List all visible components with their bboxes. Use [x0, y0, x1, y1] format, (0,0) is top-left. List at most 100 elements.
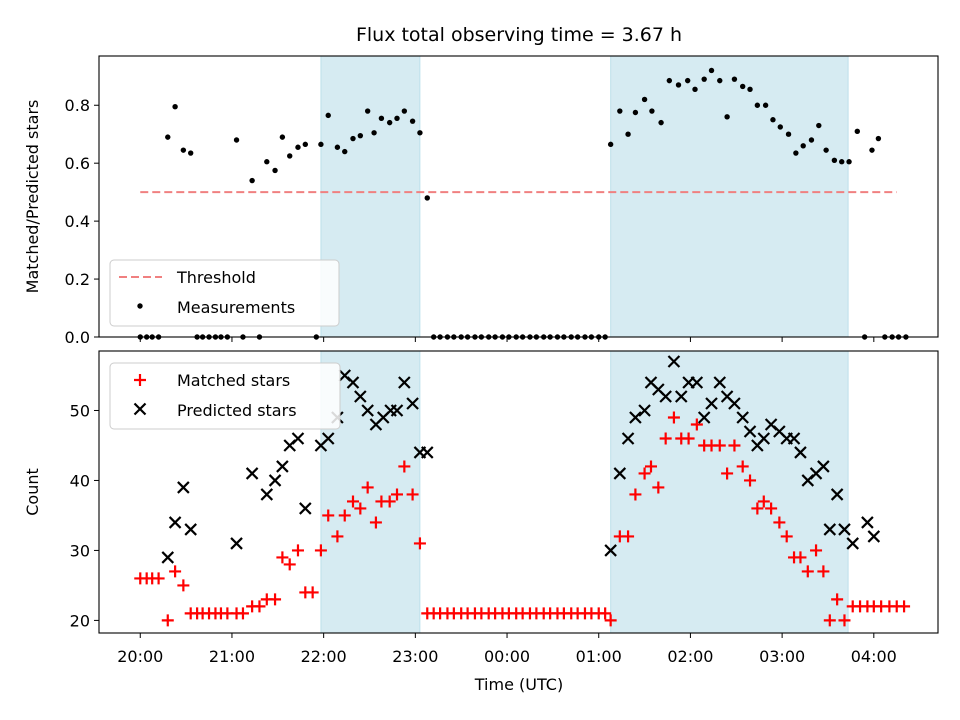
point-measurements-93 [823, 147, 829, 153]
point-matched-stars-35 [391, 488, 404, 501]
x-tick-label: 20:00 [117, 647, 163, 666]
point-matched-stars-86 [757, 495, 770, 508]
point-matched-stars-19 [269, 593, 282, 606]
point-predicted-stars-59 [846, 537, 860, 550]
y-axis-label: Matched/Predicted stars [23, 100, 42, 294]
x-tick-label: 03:00 [759, 647, 805, 666]
point-predicted-stars-41 [713, 376, 727, 389]
point-matched-stars-70 [638, 467, 651, 480]
point-measurements-87 [777, 124, 783, 130]
point-measurements-74 [675, 82, 682, 88]
point-measurements-91 [808, 137, 815, 143]
point-measurements-90 [800, 143, 806, 149]
point-matched-stars-5 [169, 565, 182, 578]
point-matched-stars-82 [728, 439, 741, 452]
point-measurements-76 [692, 86, 698, 93]
point-matched-stars-94 [817, 565, 830, 578]
point-predicted-stars-31 [638, 404, 651, 417]
point-matched-stars-92 [801, 565, 814, 578]
point-matched-stars-83 [736, 460, 749, 473]
point-predicted-stars-5 [245, 467, 259, 480]
point-measurements-69 [632, 109, 639, 116]
point-matched-stars-97 [838, 614, 851, 627]
point-measurements-25 [318, 141, 324, 148]
point-predicted-stars-4 [230, 537, 243, 550]
point-predicted-stars-39 [697, 411, 711, 424]
point-predicted-stars-1 [168, 516, 182, 529]
chart-title: Flux total observing time = 3.67 h [356, 24, 682, 46]
x-tick-label: 04:00 [851, 647, 897, 666]
point-measurements-29 [350, 135, 356, 142]
point-measurements-26 [325, 112, 331, 119]
point-measurements-6 [180, 147, 187, 153]
y-axis-label: Count [23, 468, 42, 516]
point-matched-stars-95 [823, 614, 836, 627]
point-predicted-stars-43 [728, 397, 741, 410]
point-matched-stars-37 [406, 488, 419, 501]
point-measurements-7 [187, 150, 194, 156]
point-matched-stars-73 [659, 432, 672, 445]
x-tick-label: 02:00 [667, 647, 713, 666]
point-predicted-stars-47 [757, 432, 771, 445]
point-predicted-stars-44 [736, 411, 749, 424]
point-measurements-23 [302, 141, 309, 148]
point-matched-stars-30 [354, 502, 367, 515]
point-predicted-stars-3 [184, 523, 197, 536]
point-predicted-stars-13 [321, 432, 335, 445]
legend-predicted-label: Predicted stars [177, 401, 297, 420]
panel-frame [98, 55, 939, 338]
point-measurements-92 [816, 122, 822, 129]
point-matched-stars-25 [314, 544, 327, 557]
point-measurements-37 [409, 118, 416, 124]
point-matched-stars-87 [765, 502, 778, 515]
point-matched-stars-17 [253, 600, 266, 613]
point-measurements-68 [625, 131, 631, 137]
point-measurements-99 [869, 147, 875, 153]
legend-measurements-swatch [137, 303, 143, 309]
point-matched-stars-66 [604, 614, 617, 627]
point-measurements-67 [617, 108, 623, 114]
point-measurements-97 [854, 128, 861, 135]
point-measurements-88 [785, 131, 792, 137]
point-matched-stars-68 [622, 530, 635, 543]
point-matched-stars-88 [773, 516, 786, 529]
point-measurements-14 [233, 137, 240, 143]
point-predicted-stars-28 [613, 467, 627, 480]
point-predicted-stars-56 [823, 523, 837, 536]
point-matched-stars-34 [383, 495, 396, 508]
point-predicted-stars-29 [621, 432, 635, 445]
point-matched-stars-77 [690, 418, 703, 431]
point-measurements-33 [378, 115, 385, 121]
point-matched-stars-20 [276, 551, 289, 564]
point-predicted-stars-40 [705, 397, 718, 410]
point-matched-stars-29 [346, 495, 359, 508]
x-tick-label: 21:00 [209, 647, 255, 666]
ratio-panel: 0.0 0.2 0.4 0.6 0.8 Matched/Predicted stars Th… [23, 55, 939, 347]
point-predicted-stars-27 [604, 544, 617, 557]
y-tick-label: 0.2 [65, 270, 90, 289]
point-matched-stars-76 [682, 432, 695, 445]
point-matched-stars-72 [652, 481, 665, 494]
x-tick-label: 23:00 [392, 647, 438, 666]
point-matched-stars-91 [794, 551, 807, 564]
point-matched-stars-96 [831, 593, 844, 606]
y-tick-label: 30 [70, 541, 90, 560]
point-predicted-stars-52 [794, 446, 807, 459]
point-predicted-stars-8 [276, 460, 289, 473]
point-measurements-28 [342, 148, 348, 155]
point-predicted-stars-34 [659, 390, 672, 403]
point-matched-stars-84 [744, 474, 757, 487]
point-matched-stars-65 [599, 607, 612, 620]
point-matched-stars-71 [644, 460, 657, 473]
point-matched-stars-105 [898, 600, 911, 613]
point-predicted-stars-0 [161, 551, 175, 564]
y-tick-label: 0.6 [65, 154, 90, 173]
point-measurements-85 [762, 102, 769, 108]
point-predicted-stars-36 [674, 390, 688, 403]
point-measurements-82 [739, 83, 746, 90]
point-measurements-78 [708, 67, 715, 74]
point-measurements-95 [839, 159, 845, 165]
point-measurements-100 [875, 135, 882, 142]
point-matched-stars-31 [361, 481, 374, 494]
